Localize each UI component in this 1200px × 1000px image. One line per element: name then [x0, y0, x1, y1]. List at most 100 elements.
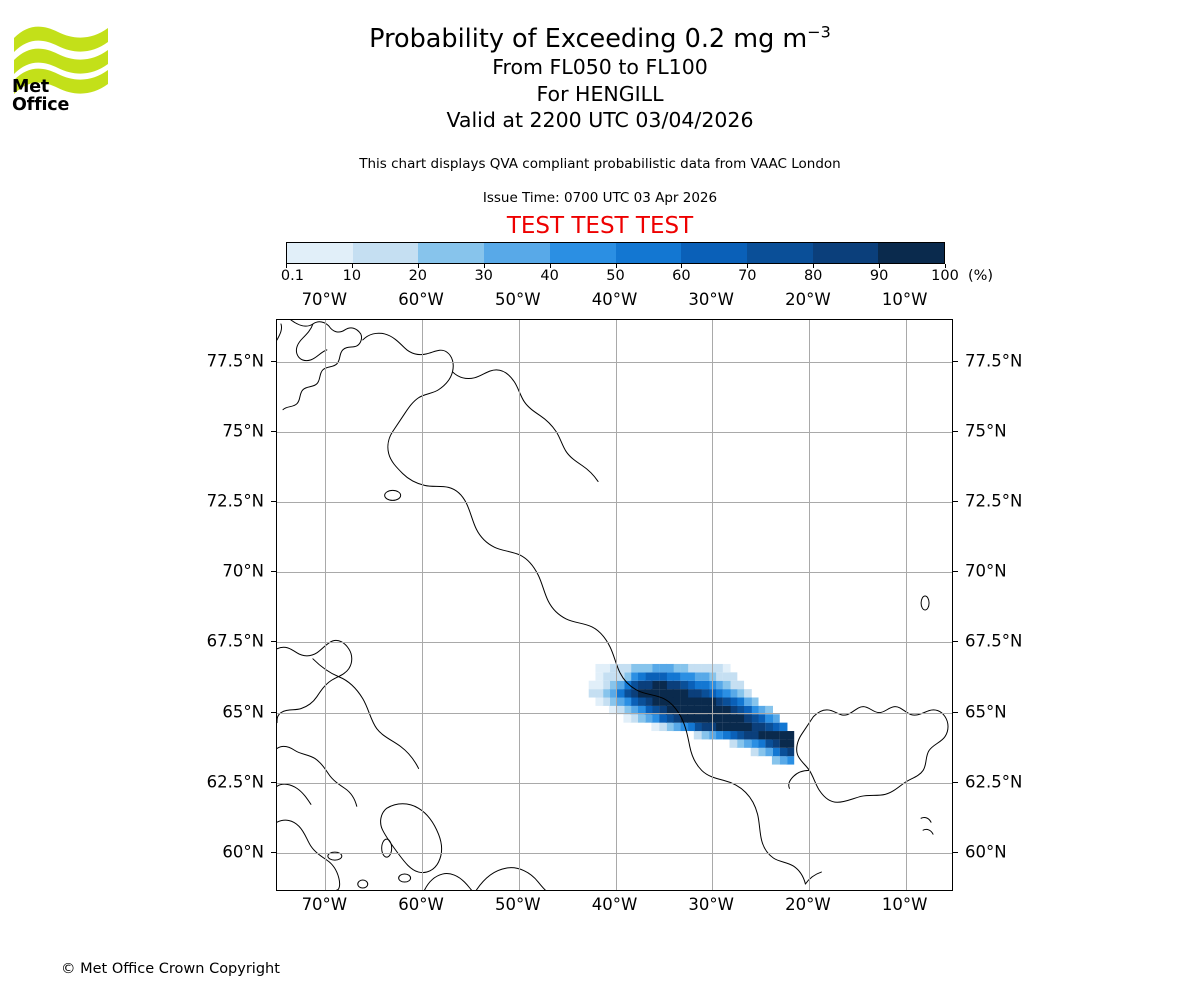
ash-probability-cell — [595, 672, 604, 681]
colorbar-tickmark — [813, 264, 815, 268]
ash-probability-cell — [687, 663, 695, 673]
copyright-notice: © Met Office Crown Copyright — [61, 961, 280, 977]
ash-probability-cell — [701, 689, 710, 698]
ash-probability-cell — [757, 747, 766, 757]
gridline-longitude-20°W — [809, 320, 810, 890]
colorbar-tick-label: 20 — [408, 268, 428, 284]
ash-probability-cell — [729, 672, 738, 681]
ash-probability-cell — [588, 680, 597, 690]
lat-tick-label-left: 70°N — [222, 561, 264, 581]
ash-probability-cell — [665, 689, 674, 698]
colorbar-band-1 — [352, 243, 419, 263]
subtitle-valid-time: Valid at 2200 UTC 03/04/2026 — [446, 108, 754, 132]
ash-probability-cell — [623, 672, 632, 681]
ash-probability-cell — [722, 705, 731, 715]
colorbar-tickmark — [549, 264, 551, 268]
ash-probability-cell — [779, 722, 788, 732]
ash-probability-cell — [602, 680, 611, 690]
colorbar-tick-label: 60 — [672, 268, 691, 284]
ash-probability-cell — [630, 680, 639, 690]
lat-tick-label-right: 70°N — [965, 561, 1007, 581]
gridline-longitude-70°W — [325, 320, 326, 890]
ash-probability-cell — [736, 722, 745, 732]
ash-probability-cell — [693, 714, 702, 723]
colorbar-band-7 — [746, 243, 813, 263]
ash-probability-cell — [630, 672, 639, 681]
ash-probability-cell — [659, 722, 667, 732]
map-plot-area[interactable] — [276, 319, 953, 891]
gridline-latitude-70°N — [277, 572, 952, 573]
ash-probability-cell — [693, 697, 702, 706]
ash-probability-cell — [608, 705, 617, 715]
lat-tickmark-left — [271, 711, 276, 713]
ash-probability-cell — [623, 705, 632, 715]
ash-probability-cell — [765, 705, 774, 715]
ash-probability-cell — [602, 697, 611, 706]
ash-probability-cell — [659, 672, 667, 681]
colorbar-tickmark — [615, 264, 617, 268]
ash-probability-cell — [680, 680, 689, 690]
ash-probability-cell — [750, 747, 759, 757]
gridline-longitude-60°W — [422, 320, 423, 890]
ash-probability-cell — [651, 680, 660, 690]
lat-tick-label-left: 67.5°N — [206, 631, 264, 651]
ash-probability-cell — [786, 756, 795, 765]
ash-probability-cell — [693, 680, 702, 690]
ash-probability-cell — [757, 722, 766, 732]
ash-probability-cell — [637, 714, 646, 723]
ash-probability-cell — [786, 731, 795, 740]
ash-probability-cell — [750, 705, 759, 715]
ash-probability-cell — [595, 689, 604, 698]
ash-probability-cell — [729, 680, 738, 690]
colorbar-band-5 — [615, 243, 682, 263]
ash-probability-cell — [701, 680, 710, 690]
page-title-exponent: −3 — [807, 22, 831, 42]
ash-probability-cell — [779, 731, 788, 740]
ash-probability-cell — [722, 663, 731, 673]
gridline-latitude-62.5°N — [277, 783, 952, 784]
ash-probability-cell — [693, 722, 702, 732]
ash-probability-cell — [680, 722, 689, 732]
lon-tick-label-top: 30°W — [688, 290, 734, 309]
ash-probability-cell — [729, 714, 738, 723]
met-office-logo: Met Office — [12, 22, 110, 114]
ash-probability-cell — [616, 672, 625, 681]
lon-tick-label-bottom: 60°W — [398, 895, 444, 914]
ash-probability-cell — [771, 747, 780, 757]
lat-tickmark-right — [953, 501, 958, 503]
ash-probability-cell — [722, 714, 731, 723]
ash-probability-cell — [701, 705, 710, 715]
colorbar-band-3 — [484, 243, 550, 263]
lat-tickmark-left — [271, 641, 276, 643]
subtitle-flight-levels: From FL050 to FL100 — [492, 55, 708, 79]
ash-probability-cell — [659, 697, 667, 706]
lat-tick-label-left: 75°N — [222, 421, 264, 441]
ash-probability-cell — [665, 714, 674, 723]
ash-probability-cell — [743, 714, 752, 723]
ash-probability-cell — [665, 680, 674, 690]
ash-probability-cell — [722, 731, 731, 740]
ash-probability-cell — [687, 705, 695, 715]
ash-probability-cell — [637, 689, 646, 698]
lat-tick-label-left: 77.5°N — [206, 351, 264, 371]
lat-tick-label-right: 67.5°N — [965, 631, 1023, 651]
lon-tick-label-bottom: 10°W — [881, 895, 928, 914]
ash-probability-cell — [701, 697, 710, 706]
lon-tick-label-top: 40°W — [591, 290, 638, 309]
ash-probability-cell — [659, 663, 667, 673]
ash-probability-cell — [715, 722, 723, 732]
issue-time: Issue Time: 0700 UTC 03 Apr 2026 — [482, 190, 718, 206]
colorbar-tickmark — [945, 264, 946, 268]
ash-probability-cell — [687, 680, 695, 690]
ash-probability-cell — [693, 663, 702, 673]
ash-probability-cell — [750, 714, 759, 723]
ash-probability-cell — [693, 689, 702, 698]
ash-probability-cell — [651, 714, 660, 723]
lat-tickmark-right — [953, 711, 958, 713]
ash-probability-cell — [595, 697, 604, 706]
ash-probability-cell — [602, 689, 611, 698]
colorbar-tickmark — [286, 264, 287, 268]
page-title-text: Probability of Exceeding 0.2 mg m — [369, 24, 808, 54]
ash-probability-cell — [693, 705, 702, 715]
ash-probability-cell — [722, 672, 731, 681]
